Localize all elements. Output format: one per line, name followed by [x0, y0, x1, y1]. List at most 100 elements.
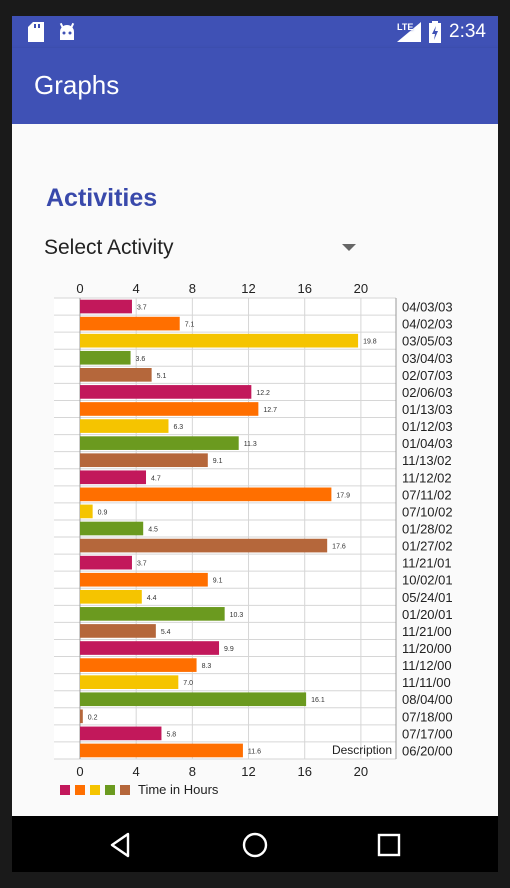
- sd-card-icon: [28, 22, 44, 42]
- navigation-bar: [12, 816, 498, 872]
- bar: [80, 350, 131, 365]
- category-label: 11/12/00: [402, 658, 452, 673]
- legend-swatch: [60, 785, 70, 795]
- bar: [80, 453, 208, 468]
- category-label: 05/24/01: [402, 590, 453, 605]
- bar-value-label: 8.3: [202, 663, 212, 670]
- bar-value-label: 10.3: [230, 612, 244, 619]
- category-label: 07/10/02: [402, 504, 453, 519]
- recents-icon[interactable]: [374, 830, 404, 860]
- category-label: 06/20/00: [402, 743, 453, 758]
- bar-value-label: 7.0: [183, 680, 193, 687]
- bar: [80, 385, 252, 399]
- bar: [80, 504, 93, 519]
- bar-value-label: 12.7: [263, 407, 277, 414]
- legend-swatch: [90, 785, 100, 795]
- network-type: LTE: [397, 22, 414, 32]
- bar: [80, 641, 220, 655]
- bar-value-label: 6.3: [173, 424, 183, 431]
- x-tick-label-bottom: 4: [133, 764, 140, 779]
- legend-swatch: [105, 785, 115, 795]
- bar-value-label: 0.9: [98, 509, 108, 516]
- bar: [80, 572, 208, 587]
- category-label: 01/20/01: [402, 607, 453, 622]
- bar: [80, 624, 156, 638]
- x-tick-label-bottom: 20: [354, 764, 368, 779]
- phone-screen: LTE 2:34 Graphs Activities Select Activi…: [12, 16, 498, 872]
- category-label: 02/07/03: [402, 368, 453, 383]
- bar: [80, 589, 142, 604]
- bar-value-label: 9.1: [213, 458, 223, 465]
- bar: [80, 607, 225, 621]
- category-label: 03/04/03: [402, 351, 453, 366]
- activity-bar-chart: 0 0 4 4 8 8 12 12 16 16 20 20 3.7 04/03/03 7.1 04/02/03…: [54, 281, 453, 797]
- category-label: 01/13/03: [402, 402, 453, 417]
- home-icon[interactable]: [240, 830, 270, 860]
- activity-select-value: Select Activity: [44, 236, 174, 259]
- category-label: 07/18/00: [402, 709, 453, 724]
- bar: [80, 692, 307, 707]
- bar-value-label: 17.6: [332, 544, 346, 551]
- x-tick-label-top: 0: [76, 281, 83, 296]
- x-tick-label-bottom: 16: [297, 764, 311, 779]
- category-label: 04/03/03: [402, 300, 453, 315]
- bar-value-label: 16.1: [311, 697, 325, 704]
- x-tick-label-top: 8: [189, 281, 196, 296]
- category-label: 01/27/02: [402, 539, 453, 554]
- bar: [80, 470, 147, 485]
- bar-value-label: 4.5: [148, 527, 158, 534]
- bar: [80, 743, 243, 758]
- category-label: 01/04/03: [402, 436, 453, 451]
- clock: 2:34: [449, 21, 486, 42]
- category-label: 07/11/02: [402, 487, 452, 502]
- category-label: 03/05/03: [402, 334, 453, 349]
- bar-value-label: 4.7: [151, 475, 161, 482]
- bar-value-label: 7.1: [185, 322, 195, 329]
- bar: [80, 299, 132, 314]
- bar: [80, 419, 169, 433]
- bar: [80, 538, 328, 553]
- category-label: 11/12/02: [402, 470, 452, 485]
- status-bar: LTE 2:34: [12, 16, 498, 48]
- category-label: 01/28/02: [402, 522, 453, 537]
- activity-select[interactable]: Select Activity: [42, 230, 362, 266]
- app-title: Graphs: [34, 70, 120, 100]
- signal-icon: [397, 22, 422, 42]
- bar-value-label: 11.6: [248, 748, 261, 755]
- bar-value-label: 5.4: [161, 629, 171, 636]
- x-tick-label-bottom: 8: [189, 764, 196, 779]
- category-label: 11/21/00: [402, 624, 452, 639]
- bar-value-label: 9.1: [213, 578, 223, 585]
- chart-description: Description: [332, 743, 392, 757]
- bar-value-label: 3.7: [137, 561, 147, 568]
- app-bar: Graphs: [12, 48, 498, 124]
- bar-value-label: 19.8: [363, 339, 377, 346]
- bar: [80, 675, 179, 689]
- category-label: 11/11/00: [402, 675, 451, 690]
- bar: [80, 333, 359, 348]
- x-tick-label-top: 20: [354, 281, 368, 296]
- bar-value-label: 3.7: [137, 305, 147, 312]
- bar-value-label: 12.2: [256, 390, 270, 397]
- battery-icon: [429, 21, 442, 43]
- bar: [80, 316, 180, 331]
- back-icon[interactable]: [106, 830, 136, 860]
- category-label: 02/06/03: [402, 385, 453, 400]
- legend-swatch: [75, 785, 85, 795]
- x-tick-label-top: 4: [133, 281, 140, 296]
- bar: [80, 658, 197, 672]
- bar: [80, 436, 239, 450]
- bar: [80, 368, 152, 382]
- bar: [80, 709, 83, 724]
- category-label: 11/21/01: [402, 556, 452, 571]
- category-label: 04/02/03: [402, 317, 453, 332]
- bar-value-label: 5.8: [166, 731, 176, 738]
- bar-value-label: 17.9: [336, 492, 350, 499]
- category-label: 08/04/00: [402, 692, 453, 707]
- x-tick-label-bottom: 12: [241, 764, 255, 779]
- category-label: 01/12/03: [402, 419, 453, 434]
- dropdown-arrow-icon: [342, 244, 356, 251]
- bar: [80, 487, 332, 502]
- x-tick-label-top: 16: [297, 281, 311, 296]
- android-icon: [59, 22, 75, 40]
